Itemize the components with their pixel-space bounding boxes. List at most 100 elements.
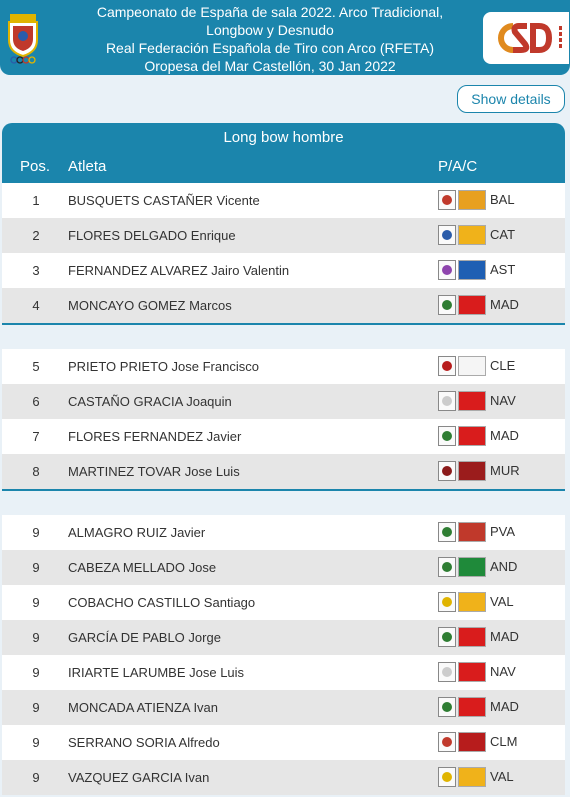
position-cell: 3: [32, 263, 40, 278]
table-row[interactable]: 5 PRIETO PRIETO Jose Francisco CLE: [2, 349, 565, 384]
club-emblem-icon: [438, 522, 456, 542]
region-code: VAL: [490, 594, 514, 609]
position-cell: 9: [32, 770, 40, 785]
table-row[interactable]: 6 CASTAÑO GRACIA Joaquin NAV: [2, 384, 565, 419]
flag-icon: [458, 522, 486, 542]
region-code: NAV: [490, 664, 516, 679]
club-emblem-icon: [438, 391, 456, 411]
page-title: Campeonato de España de sala 2022. Arco …: [70, 3, 470, 75]
position-cell: 1: [32, 193, 40, 208]
region-flag-icon: [438, 224, 486, 246]
region-flag-icon: [438, 696, 486, 718]
athlete-name: COBACHO CASTILLO Santiago: [68, 595, 256, 610]
position-cell: 9: [32, 735, 40, 750]
region-flag-icon: [438, 661, 486, 683]
table-body: 1 BUSQUETS CASTAÑER Vicente BAL 2 FLORES DEL…: [2, 183, 565, 795]
region-flag-icon: [438, 189, 486, 211]
table-row[interactable]: 9 SERRANO SORIA Alfredo CLM: [2, 725, 565, 760]
region-flag-icon: [438, 425, 486, 447]
flag-icon: [458, 627, 486, 647]
flag-icon: [458, 356, 486, 376]
region-flag-icon: [438, 390, 486, 412]
table-row[interactable]: 9 MONCADA ATIENZA Ivan MAD: [2, 690, 565, 725]
header: Campeonato de España de sala 2022. Arco …: [0, 0, 570, 75]
club-emblem-icon: [438, 295, 456, 315]
table-row[interactable]: 7 FLORES FERNANDEZ Javier MAD: [2, 419, 565, 454]
region-code: CLE: [490, 358, 516, 373]
group-gap: [2, 491, 565, 515]
column-headers: Pos. Atleta P/A/C: [2, 153, 565, 183]
column-header-pos: Pos.: [20, 158, 51, 175]
table-row[interactable]: 9 ALMAGRO RUIZ Javier PVA: [2, 515, 565, 550]
table-row[interactable]: 9 COBACHO CASTILLO Santiago VAL: [2, 585, 565, 620]
club-emblem-icon: [438, 225, 456, 245]
region-flag-icon: [438, 626, 486, 648]
position-cell: 9: [32, 630, 40, 645]
region-code: MAD: [490, 629, 519, 644]
position-cell: 2: [32, 228, 40, 243]
region-code: AST: [490, 262, 516, 277]
table-row[interactable]: 9 CABEZA MELLADO Jose AND: [2, 550, 565, 585]
table-row[interactable]: 2 FLORES DELGADO Enrique CAT: [2, 218, 565, 253]
position-cell: 7: [32, 429, 40, 444]
title-line: Oropesa del Mar Castellón, 30 Jan 2022: [144, 58, 396, 74]
flag-icon: [458, 190, 486, 210]
region-code: MAD: [490, 699, 519, 714]
club-emblem-icon: [438, 190, 456, 210]
athlete-name: BUSQUETS CASTAÑER Vicente: [68, 193, 260, 208]
flag-icon: [458, 426, 486, 446]
flag-icon: [458, 260, 486, 280]
table-row[interactable]: 3 FERNANDEZ ALVAREZ Jairo Valentin AST: [2, 253, 565, 288]
athlete-name: PRIETO PRIETO Jose Francisco: [68, 359, 259, 374]
federation-crest-icon: [4, 10, 42, 64]
athlete-name: ALMAGRO RUIZ Javier: [68, 525, 206, 540]
region-flag-icon: [438, 556, 486, 578]
show-details-button[interactable]: Show details: [457, 85, 565, 113]
athlete-name: FERNANDEZ ALVAREZ Jairo Valentin: [68, 263, 290, 278]
title-line: Real Federación Española de Tiro con Arc…: [105, 40, 435, 56]
group-divider: [2, 323, 565, 325]
region-code: MUR: [490, 463, 520, 478]
table-row[interactable]: 4 MONCAYO GOMEZ Marcos MAD: [2, 288, 565, 323]
athlete-name: VAZQUEZ GARCIA Ivan: [68, 770, 210, 785]
region-code: CAT: [490, 227, 516, 242]
flag-icon: [458, 557, 486, 577]
position-cell: 9: [32, 700, 40, 715]
table-row[interactable]: 9 GARCÍA DE PABLO Jorge MAD: [2, 620, 565, 655]
flag-icon: [458, 225, 486, 245]
flag-icon: [458, 662, 486, 682]
title-line: Campeonato de España de sala 2022. Arco …: [96, 4, 444, 20]
table-row[interactable]: 9 IRIARTE LARUMBE Jose Luis NAV: [2, 655, 565, 690]
club-emblem-icon: [438, 767, 456, 787]
flag-icon: [458, 592, 486, 612]
table-row[interactable]: 1 BUSQUETS CASTAÑER Vicente BAL: [2, 183, 565, 218]
flag-icon: [458, 295, 486, 315]
athlete-name: CASTAÑO GRACIA Joaquin: [68, 394, 232, 409]
athlete-name: GARCÍA DE PABLO Jorge: [68, 630, 221, 645]
athlete-name: FLORES FERNANDEZ Javier: [68, 429, 242, 444]
athlete-name: MARTINEZ TOVAR Jose Luis: [68, 464, 240, 479]
club-emblem-icon: [438, 260, 456, 280]
table-row[interactable]: 8 MARTINEZ TOVAR Jose Luis MUR: [2, 454, 565, 489]
flag-icon: [458, 767, 486, 787]
athlete-name: CABEZA MELLADO Jose: [68, 560, 217, 575]
table-header: Long bow hombre Pos. Atleta P/A/C: [2, 123, 565, 183]
region-flag-icon: [438, 294, 486, 316]
region-flag-icon: [438, 460, 486, 482]
club-emblem-icon: [438, 627, 456, 647]
region-flag-icon: [438, 731, 486, 753]
club-emblem-icon: [438, 592, 456, 612]
region-flag-icon: [438, 355, 486, 377]
position-cell: 8: [32, 464, 40, 479]
flag-icon: [458, 732, 486, 752]
flag-icon: [458, 391, 486, 411]
athlete-name: SERRANO SORIA Alfredo: [68, 735, 220, 750]
position-cell: 5: [32, 359, 40, 374]
region-code: NAV: [490, 393, 516, 408]
position-cell: 4: [32, 298, 40, 313]
column-header-pac: P/A/C: [438, 158, 478, 175]
position-cell: 6: [32, 394, 40, 409]
flag-icon: [458, 697, 486, 717]
table-row[interactable]: 9 VAZQUEZ GARCIA Ivan VAL: [2, 760, 565, 795]
results-table: Long bow hombre Pos. Atleta P/A/C 1 BUSQU…: [2, 123, 565, 795]
